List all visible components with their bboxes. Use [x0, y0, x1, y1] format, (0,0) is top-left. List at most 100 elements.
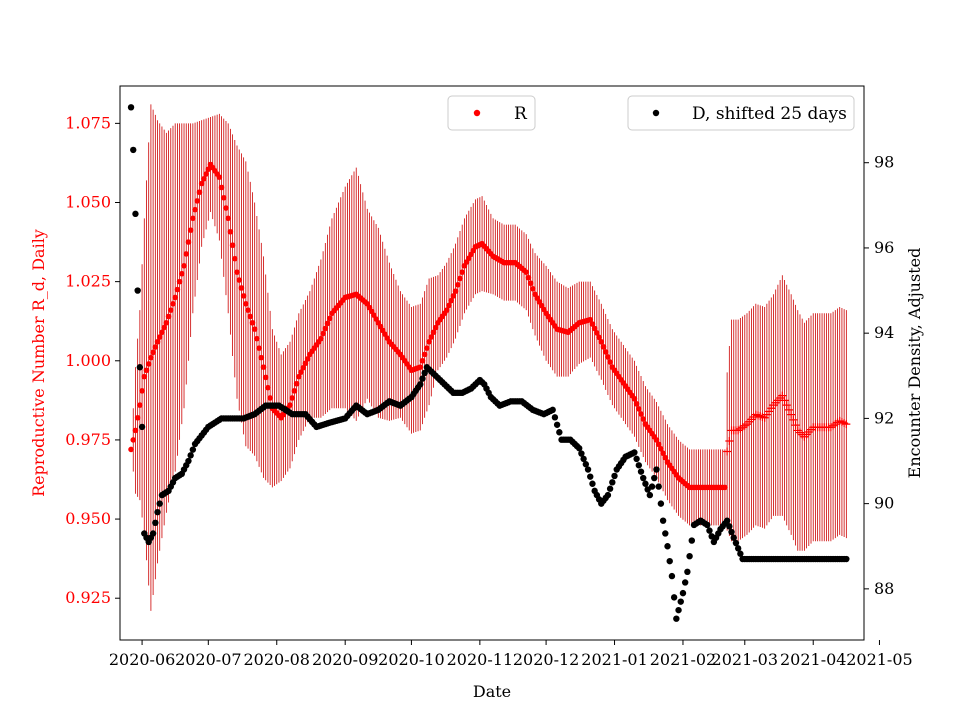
r-point [662, 454, 669, 461]
x-axis-label: Date [473, 682, 511, 701]
d-point [154, 508, 161, 516]
d-point [633, 455, 640, 463]
r-point [245, 307, 251, 313]
r-point [192, 206, 198, 213]
r-point [638, 411, 644, 417]
r-point [443, 307, 450, 313]
x-tick-label: 2021-02 [650, 650, 716, 669]
d-point [185, 457, 192, 465]
d-point [651, 474, 658, 482]
r-point [324, 320, 331, 327]
r-point [320, 330, 326, 337]
r-point [304, 356, 311, 362]
d-point [726, 523, 733, 530]
r-point [260, 364, 267, 370]
d-point [589, 480, 596, 487]
d-point [677, 598, 684, 605]
r-point [326, 315, 333, 322]
plot-frame [119, 85, 865, 641]
d-point [136, 364, 144, 371]
r-point [293, 380, 300, 387]
d-point [704, 521, 711, 529]
d-point [684, 568, 691, 576]
r-point [432, 324, 439, 331]
r-point [457, 275, 463, 282]
r-point [598, 338, 605, 345]
r-point [784, 405, 793, 414]
d-point [611, 472, 618, 480]
r-point [137, 402, 143, 408]
d-point [706, 527, 713, 534]
r-point [530, 285, 536, 292]
r-point [596, 334, 602, 341]
d-point [421, 369, 428, 377]
r-point [287, 402, 293, 408]
y-right-tick-label: 96 [874, 238, 894, 257]
y-right-axis-label: Encounter Density, Adjusted [905, 248, 924, 479]
legend-d: D, shifted 25 days [627, 95, 855, 131]
r-point [636, 406, 642, 412]
y-right-tick-label: 94 [874, 323, 894, 342]
y-left-axis-label: Reproductive Number R_d, Daily [29, 229, 48, 497]
y-right-tick-label: 88 [874, 579, 894, 598]
r-point [525, 274, 532, 281]
d-point [156, 500, 163, 507]
r-point [424, 345, 430, 351]
r-point [139, 388, 145, 394]
y-left-axis-ticks: 0.925 0.950 0.975 1.000 1.025 1.050 1.075 [65, 113, 120, 607]
d-point [576, 445, 583, 452]
r-point [589, 321, 596, 327]
r-point [256, 345, 262, 351]
r-point [842, 420, 851, 429]
d-point [646, 491, 654, 499]
d-point [553, 421, 561, 428]
r-point [148, 354, 154, 361]
r-point [454, 282, 461, 288]
r-point [154, 338, 161, 345]
y-left-tick-label: 0.975 [65, 430, 111, 449]
r-point [428, 334, 435, 340]
d-point [580, 455, 587, 463]
r-point [640, 416, 647, 422]
r-point [267, 395, 273, 401]
r-point [452, 288, 459, 294]
r-point [234, 269, 240, 275]
d-point [138, 423, 146, 431]
y-right-axis-ticks: 88 90 92 94 96 98 [864, 153, 894, 598]
d-point [737, 550, 744, 557]
y-right-tick-label: 92 [874, 408, 894, 427]
r-point [203, 171, 209, 177]
d-point [686, 552, 693, 560]
r-point [778, 391, 787, 400]
r-point [723, 447, 732, 456]
r-point [156, 334, 163, 340]
r-point [243, 301, 249, 307]
d-point [134, 287, 141, 294]
r-point [170, 301, 176, 307]
r-point [322, 325, 329, 332]
d-point [587, 473, 594, 480]
r-point [161, 324, 167, 331]
r-point [163, 319, 170, 326]
r-point [223, 205, 229, 211]
d-point [578, 450, 585, 457]
r-point [421, 351, 428, 358]
y-left-tick-label: 1.025 [65, 272, 111, 291]
r-point [176, 278, 183, 285]
d-point [130, 146, 137, 154]
r-point [196, 189, 203, 196]
r-point [791, 421, 800, 430]
r-point [265, 384, 271, 391]
r-point [181, 263, 187, 269]
d-point [653, 466, 660, 473]
d-point [604, 491, 612, 499]
r-point [172, 294, 178, 301]
x-tick-label: 2021-05 [846, 650, 912, 669]
d-point [679, 589, 687, 597]
d-point [662, 530, 669, 537]
r-point [633, 401, 640, 407]
d-point [132, 210, 139, 218]
y-left-tick-label: 0.950 [65, 509, 111, 528]
r-point [527, 280, 534, 287]
r-point [167, 307, 174, 313]
